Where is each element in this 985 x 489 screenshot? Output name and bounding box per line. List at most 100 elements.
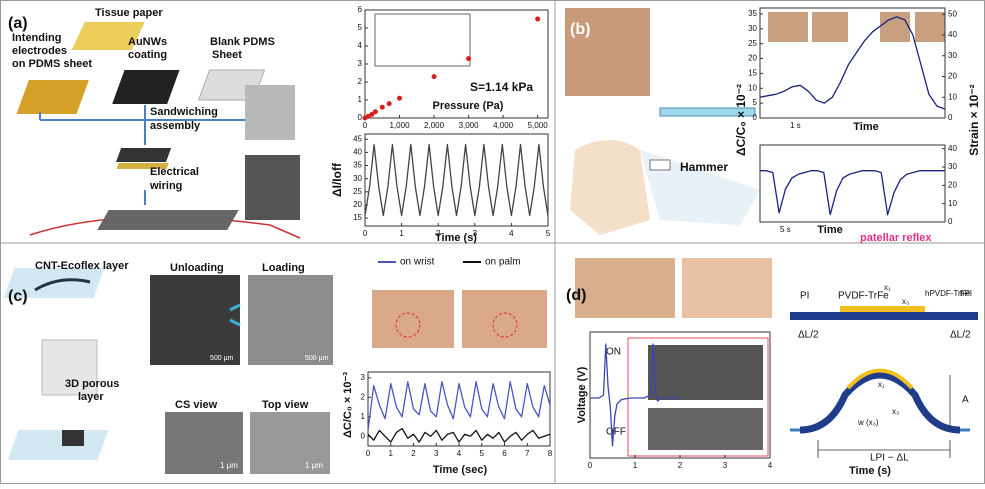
x-tick-label: 3 [434, 449, 439, 458]
x-tick-label: 0 [363, 229, 368, 238]
x-axis-label: Time [817, 224, 842, 236]
x-axis-label: Pressure (Pa) [433, 100, 504, 112]
y-tick-label: 15 [748, 69, 757, 78]
point [373, 109, 378, 114]
y-tick-label: 20 [748, 54, 757, 63]
x-tick-label: 4,000 [493, 121, 514, 130]
label: Sheet [212, 49, 242, 61]
y-axis-label: ΔI/Ioff [330, 162, 344, 197]
y-tick-label: 6 [358, 5, 363, 14]
label: w (x₃) [857, 418, 879, 427]
label: Electrical [150, 166, 199, 178]
figure: (a) Tissue paper Intending electrodes on… [0, 0, 985, 484]
y2-tick-label: 30 [948, 51, 957, 60]
x-tick-label: 4 [768, 461, 773, 470]
point [380, 105, 385, 110]
label: assembly [150, 120, 201, 132]
label: Unloading [170, 262, 224, 274]
x-axis-label: Time [853, 121, 878, 133]
y-tick-label: 30 [748, 24, 757, 33]
label: x₁ [884, 283, 891, 292]
x-axis-label: Time (s) [849, 465, 891, 477]
x-tick-label: 5 [546, 229, 551, 238]
y-tick-label: 0 [753, 113, 758, 122]
x-tick-label: 7 [525, 449, 530, 458]
label: 3D porous [65, 378, 119, 390]
y-tick-label: 35 [353, 161, 362, 170]
label: A [962, 395, 969, 406]
x-tick-label: 3 [723, 461, 728, 470]
point [432, 74, 437, 79]
x-tick-label: 1 [389, 449, 394, 458]
label: CS view [175, 399, 218, 411]
label: electrodes [12, 45, 67, 57]
y2-tick-label: 20 [948, 180, 957, 189]
x-tick-label: 4 [509, 229, 514, 238]
y2-tick-label: 0 [948, 113, 953, 122]
label: ΔL/2 [950, 330, 971, 341]
y-tick-label: 2 [358, 77, 363, 86]
scale-bar: 1 μm [305, 461, 323, 470]
label: PVDF-TrFe [838, 291, 889, 302]
y-axis-label: ΔC/C₀ × 10⁻² [734, 84, 748, 156]
y-tick-label: 5 [358, 23, 363, 32]
y2-tick-label: 30 [948, 162, 957, 171]
label: wiring [149, 180, 182, 192]
panel-label: (a) [8, 15, 28, 32]
y-axis-label: Voltage (V) [576, 366, 588, 423]
label: coating [128, 49, 167, 61]
annotation: patellar reflex [860, 232, 932, 244]
y-tick-label: 20 [353, 200, 362, 209]
label: CNT-Ecoflex layer [35, 260, 129, 272]
x-tick-label: 0 [366, 449, 371, 458]
y-tick-label: 10 [748, 83, 757, 92]
point [466, 56, 471, 61]
y2-tick-label: 10 [948, 92, 957, 101]
annotation: S=1.14 kPa [470, 80, 533, 94]
y-tick-label: 30 [353, 174, 362, 183]
x-tick-label: 2 [678, 461, 683, 470]
y-tick-label: 45 [353, 134, 362, 143]
x-tick-label: 1 [633, 461, 638, 470]
label: Sandwiching [150, 106, 218, 118]
scale-label: 5 s [780, 225, 791, 234]
x-tick-label: 5,000 [528, 121, 549, 130]
annotation: ON [606, 347, 621, 358]
x-tick-label: 0 [588, 461, 593, 470]
y-tick-label: 4 [358, 41, 363, 50]
point [535, 17, 540, 22]
y2-tick-label: 10 [948, 199, 957, 208]
scale-bar: 500 μm [210, 355, 234, 362]
label: x₃ [892, 407, 899, 416]
y-tick-label: 3 [361, 373, 366, 382]
x-axis-label: Time (s) [435, 232, 477, 244]
x-tick-label: 6 [502, 449, 507, 458]
y2-tick-label: 0 [948, 217, 953, 226]
x-tick-label: 5 [480, 449, 485, 458]
x-tick-label: 3,000 [459, 121, 480, 130]
x-tick-label: 1 [399, 229, 404, 238]
label: Top view [262, 399, 309, 411]
x-tick-label: 1,000 [390, 121, 411, 130]
x-tick-label: 2,000 [424, 121, 445, 130]
x-tick-label: 0 [363, 121, 368, 130]
y-tick-label: 25 [353, 187, 362, 196]
panel-label: (c) [8, 288, 28, 305]
y-tick-label: 40 [353, 148, 362, 157]
label: x₃ [902, 297, 909, 306]
y-tick-label: 1 [358, 95, 363, 104]
y2-tick-label: 40 [948, 30, 957, 39]
y-tick-label: 15 [353, 213, 362, 222]
y-tick-label: 0 [361, 431, 366, 440]
label: x₁ [878, 380, 885, 389]
annotation: OFF [606, 427, 626, 438]
panel-label: (b) [570, 21, 590, 38]
point [397, 96, 402, 101]
x-tick-label: 8 [548, 449, 553, 458]
label: PI [800, 291, 809, 302]
y-tick-label: 3 [358, 59, 363, 68]
legend-label: on wrist [400, 257, 435, 268]
y2-tick-label: 50 [948, 9, 957, 18]
label: Blank PDMS [210, 36, 275, 48]
label: AuNWs [128, 36, 167, 48]
